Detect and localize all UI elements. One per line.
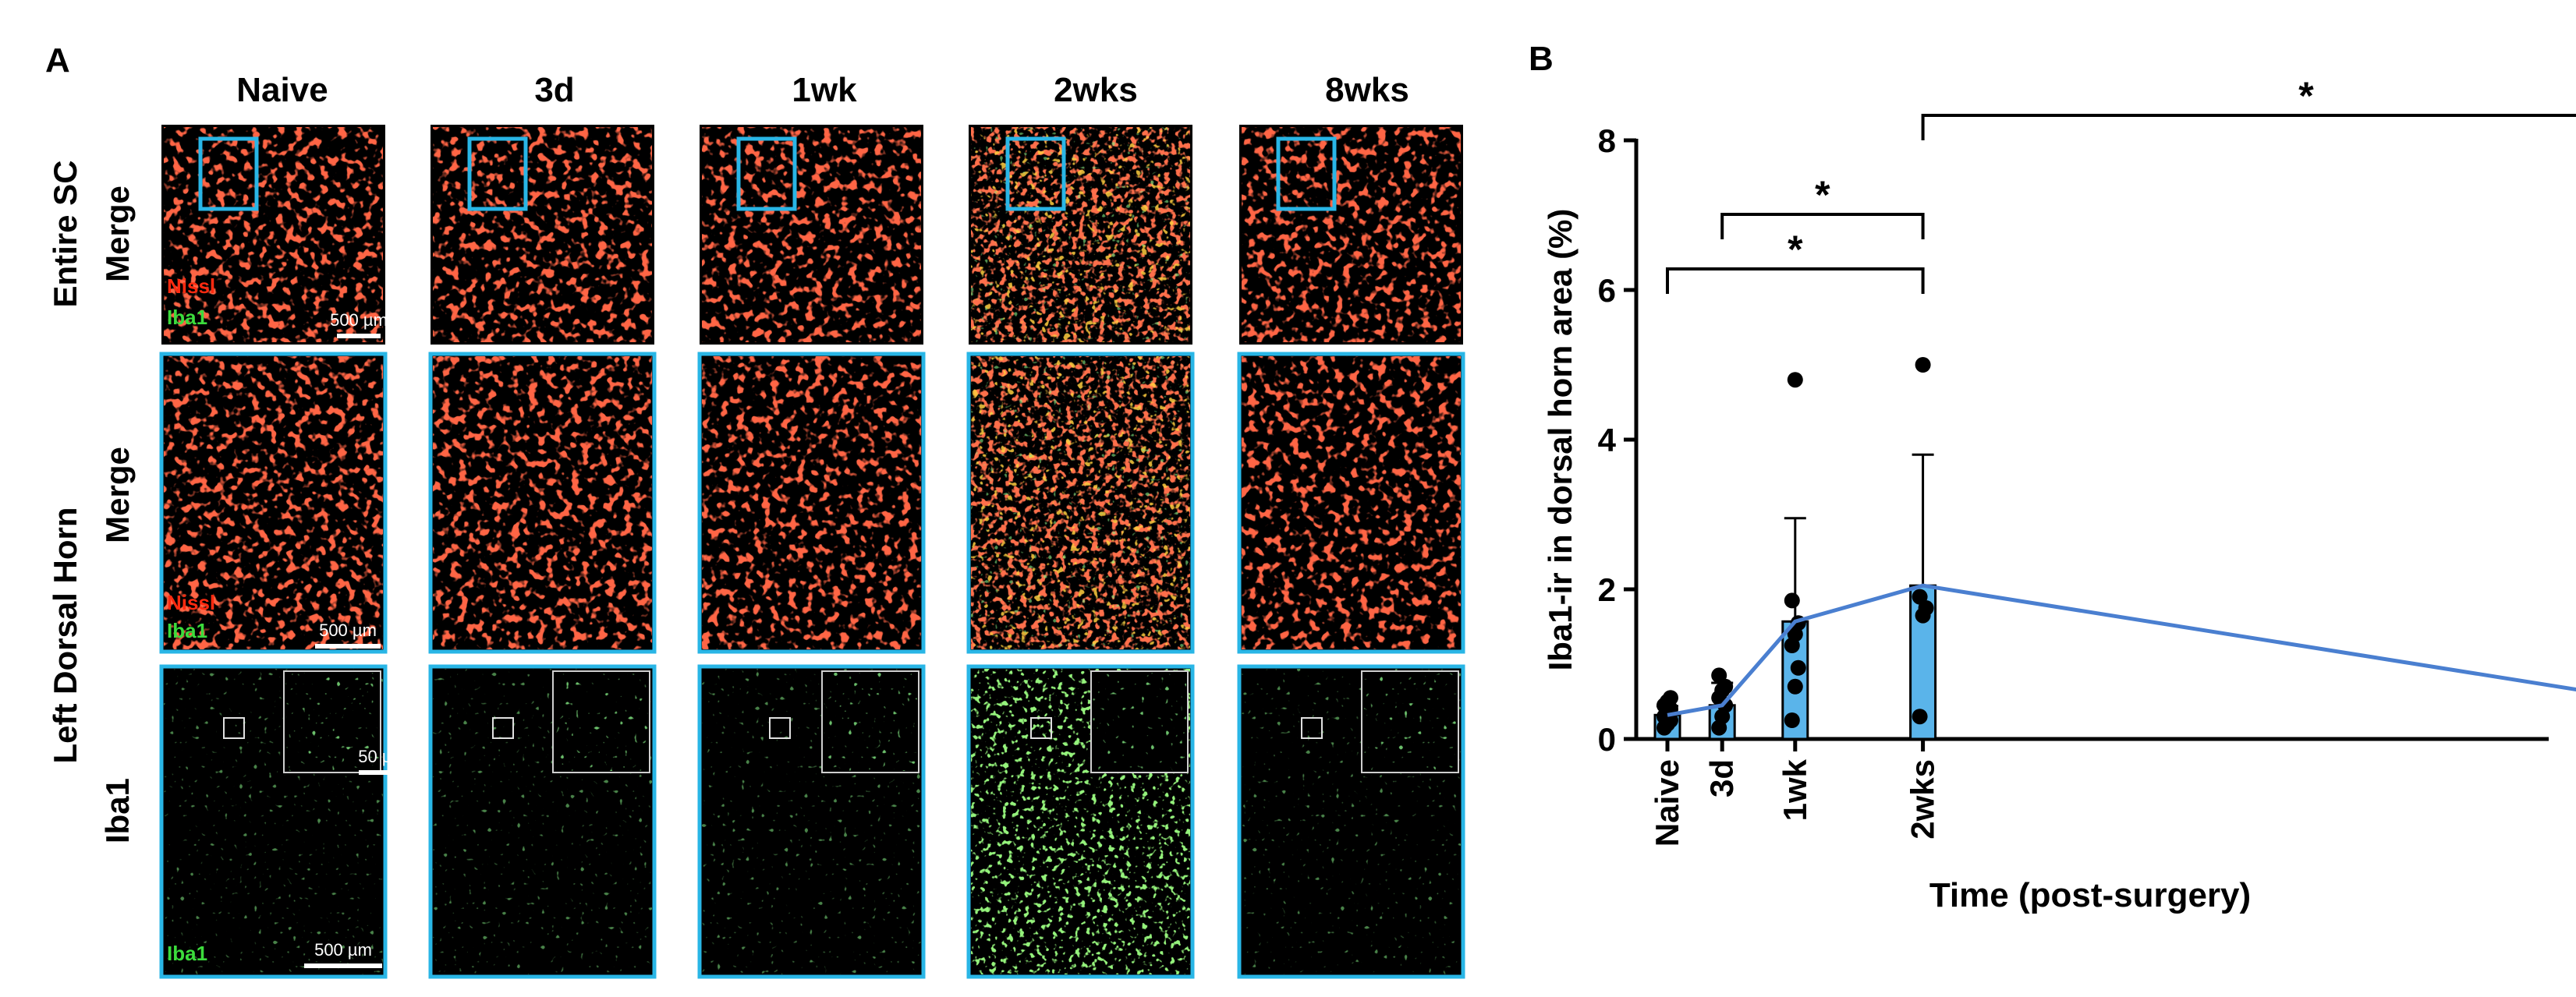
micrograph-iba1-1wk bbox=[697, 664, 926, 979]
micrograph-dh-merge-1wk bbox=[697, 352, 926, 654]
x-tick-label-3d: 3d bbox=[1703, 759, 1740, 797]
significance-label: * bbox=[2298, 74, 2314, 118]
panel-b-label: B bbox=[1529, 40, 1554, 78]
panel-a-label: A bbox=[45, 41, 70, 80]
data-point-2wks bbox=[1912, 589, 1928, 605]
dorsal-horn-selection-box bbox=[198, 136, 259, 211]
error-bar-2wks bbox=[1912, 453, 1934, 586]
scale-bar-iba1: 500 µm bbox=[304, 940, 382, 968]
y-tick-label: 2 bbox=[1598, 571, 1616, 608]
mean-trend-line bbox=[1667, 583, 2576, 717]
data-point-1wk bbox=[1784, 712, 1800, 728]
y-tick-label: 0 bbox=[1598, 721, 1616, 758]
column-header-1wk: 1wk bbox=[792, 71, 857, 109]
significance-bracket: * bbox=[1921, 74, 2576, 140]
significance-label: * bbox=[1788, 228, 1803, 271]
row-labels: Entire SC Merge Left Dorsal Horn Merge I… bbox=[47, 160, 136, 843]
scale-bar-inset: 50 µm bbox=[358, 747, 406, 775]
micrograph-dh-merge-naive bbox=[159, 352, 388, 654]
stain-label-iba1: Iba1 bbox=[167, 619, 207, 642]
dorsal-horn-selection-box bbox=[467, 136, 528, 211]
row-label-left-dorsal-horn: Left Dorsal Horn bbox=[47, 507, 83, 763]
significance-bracket: * bbox=[1720, 173, 1925, 239]
chart-iba1-timecourse: 0 2 4 6 8 Iba1-ir in dorsal horn area (%) Naiv… bbox=[1542, 74, 2576, 914]
row-label-merge-1: Merge bbox=[99, 186, 136, 282]
row-label-entire-sc: Entire SC bbox=[47, 160, 83, 307]
region-marker bbox=[769, 717, 791, 739]
y-tick-label: 6 bbox=[1598, 272, 1616, 309]
data-point-1wk bbox=[1790, 659, 1806, 676]
column-headers: Naive 3d 1wk 2wks 8wks bbox=[236, 71, 1409, 109]
micrograph-dh-merge-8wks bbox=[1237, 352, 1465, 654]
micrograph-iba1-naive bbox=[159, 664, 388, 979]
stain-label-iba1: Iba1 bbox=[167, 942, 207, 965]
dorsal-horn-selection-box bbox=[736, 136, 797, 211]
region-marker bbox=[492, 717, 514, 739]
x-axis-label: Time (post-surgery) bbox=[1929, 876, 2251, 914]
stain-label-iba1: Iba1 bbox=[167, 306, 207, 329]
y-axis-label: Iba1-ir in dorsal horn area (%) bbox=[1542, 209, 1579, 671]
micrograph-iba1-3d bbox=[428, 664, 657, 979]
micrograph-grid: Nissl Iba1 500 µm Nissl Iba1 500 µm 50 µm Iba1 5… bbox=[159, 125, 1465, 979]
data-point-1wk bbox=[1784, 592, 1800, 609]
micrograph-entire-naive bbox=[161, 125, 385, 345]
column-header-naive: Naive bbox=[236, 71, 328, 109]
svg-text:500 µm: 500 µm bbox=[314, 940, 372, 960]
svg-text:500 µm: 500 µm bbox=[330, 310, 388, 330]
micrograph-iba1-2wks bbox=[966, 664, 1195, 979]
region-marker bbox=[223, 717, 245, 739]
data-point-2wks bbox=[1915, 357, 1931, 373]
x-tick-label-Naive: Naive bbox=[1649, 759, 1685, 847]
data-point-Naive bbox=[1663, 690, 1678, 706]
y-tick-label: 8 bbox=[1598, 122, 1616, 159]
stain-label-nissl: Nissl bbox=[167, 274, 215, 298]
svg-text:50 µm: 50 µm bbox=[358, 747, 406, 766]
micrograph-dh-merge-2wks bbox=[966, 352, 1195, 654]
x-tick-label-2wks: 2wks bbox=[1905, 759, 1941, 840]
stain-label-nissl: Nissl bbox=[167, 591, 215, 614]
data-point-1wk bbox=[1787, 372, 1803, 388]
micrograph-entire-2wks bbox=[969, 125, 1192, 345]
micrograph-iba1-8wks bbox=[1237, 664, 1465, 979]
scale-bar-dorsal-horn: 500 µm bbox=[315, 620, 381, 649]
micrograph-entire-3d bbox=[431, 125, 654, 345]
micrograph-entire-8wks bbox=[1239, 125, 1463, 345]
micrograph-dh-merge-3d bbox=[428, 352, 657, 654]
column-header-8wks: 8wks bbox=[1325, 71, 1409, 109]
x-tick-label-1wk: 1wk bbox=[1777, 758, 1813, 821]
column-header-2wks: 2wks bbox=[1054, 71, 1138, 109]
scale-bar-entire-sc: 500 µm bbox=[330, 310, 388, 338]
region-marker bbox=[1030, 717, 1052, 739]
data-point-3d bbox=[1711, 667, 1727, 684]
dorsal-horn-selection-box bbox=[1276, 136, 1337, 211]
dorsal-horn-selection-box bbox=[1005, 136, 1066, 211]
micrograph-entire-1wk bbox=[700, 125, 923, 345]
data-point-1wk bbox=[1787, 678, 1803, 695]
significance-label: * bbox=[1815, 173, 1830, 217]
row-label-iba1: Iba1 bbox=[99, 778, 136, 843]
column-header-3d: 3d bbox=[534, 71, 574, 109]
significance-bracket: * bbox=[1666, 228, 1925, 294]
y-tick-label: 4 bbox=[1598, 422, 1617, 458]
region-marker bbox=[1301, 717, 1323, 739]
svg-text:500 µm: 500 µm bbox=[319, 620, 377, 640]
row-label-merge-2: Merge bbox=[99, 447, 136, 543]
data-point-2wks bbox=[1912, 709, 1928, 725]
